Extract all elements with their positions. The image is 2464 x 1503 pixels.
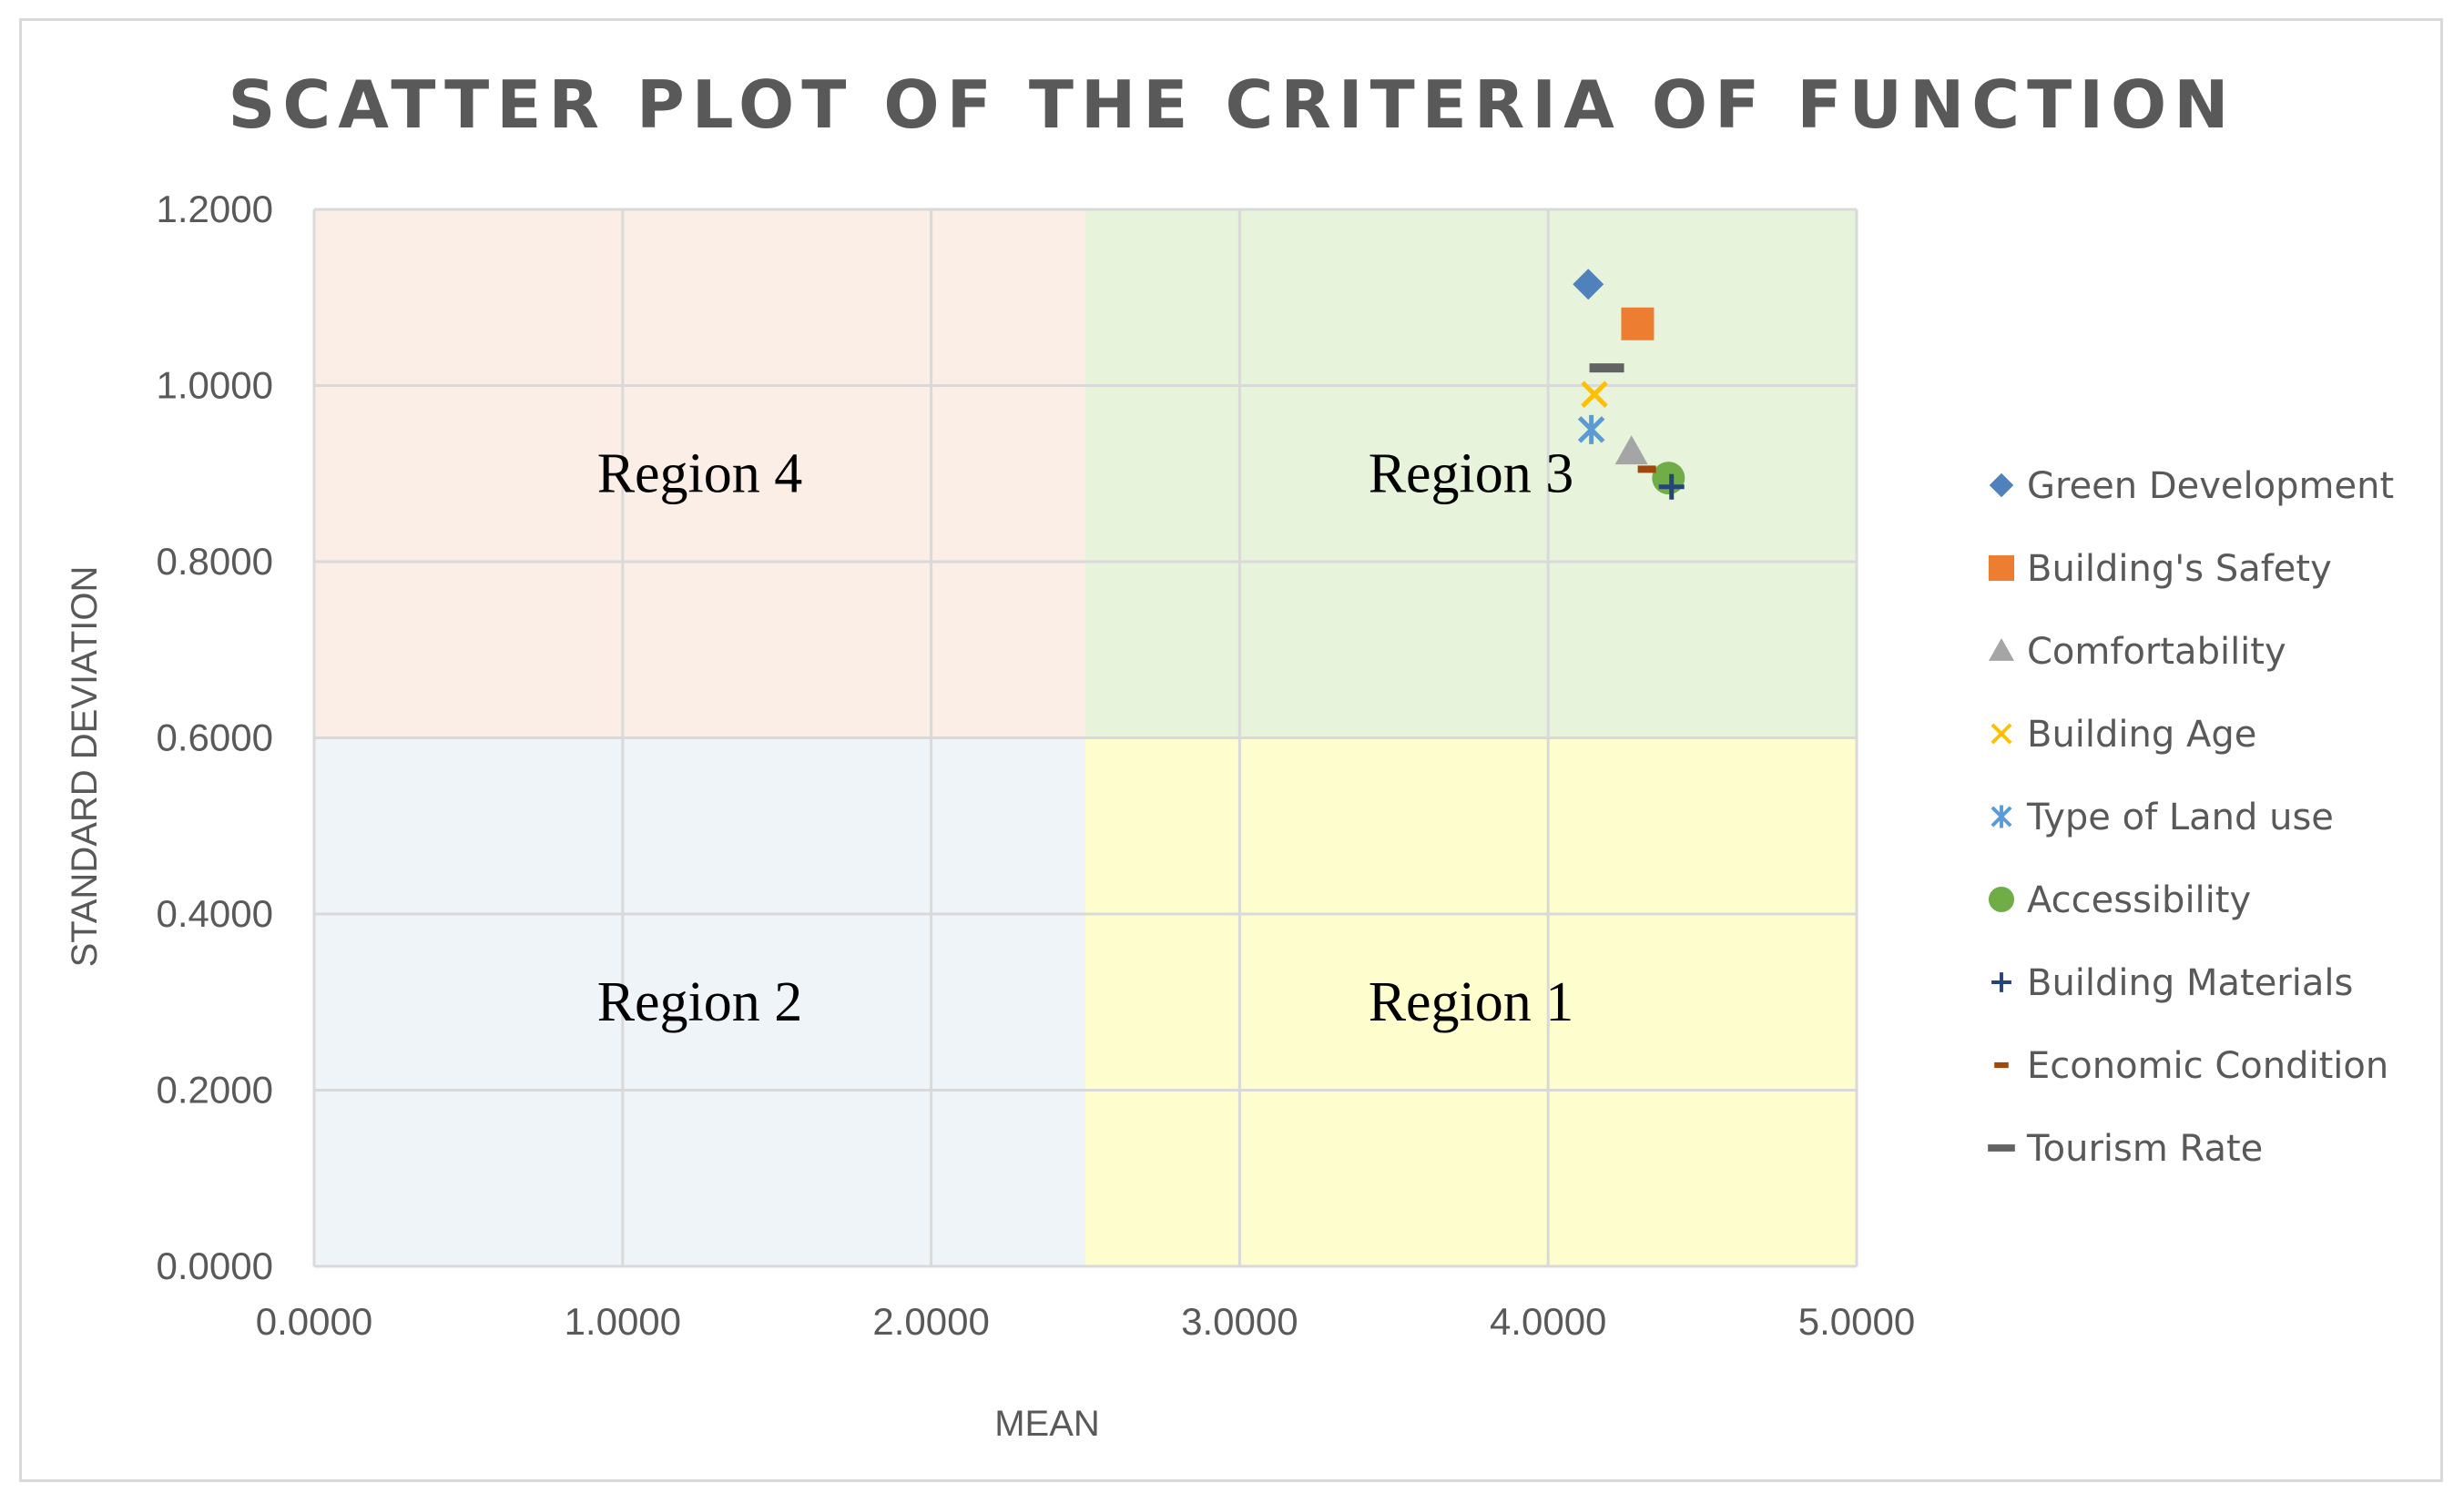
- legend-marker-icon: [1988, 554, 2015, 582]
- grid-layer: [312, 208, 1858, 1268]
- x-tick-label: 4.0000: [1490, 1300, 1606, 1343]
- legend-marker-icon: [1991, 972, 2011, 992]
- x-tick-label: 3.0000: [1181, 1300, 1298, 1343]
- points-layer: [1573, 269, 1685, 500]
- legend-entry-label: Building Age: [2027, 714, 2256, 756]
- region-label: Region 1: [1369, 971, 1574, 1033]
- legend-marker-icon: [1991, 805, 2012, 828]
- x-tick-label: 1.0000: [565, 1300, 681, 1343]
- legend-entry-label: Accessibility: [2027, 879, 2251, 921]
- regions-layer: [314, 209, 1857, 1266]
- chart-title: SCATTER PLOT OF THE CRITERIA OF FUNCTION: [229, 66, 2236, 143]
- region-labels-layer: Region 4 Region 3 Region 2 Region 1: [597, 442, 1574, 1033]
- data-point-accessibility: [1652, 462, 1685, 495]
- legend: Green Development Building's Safety Comfor…: [1988, 465, 2394, 1170]
- y-tick-label: 0.4000: [157, 892, 273, 935]
- legend-entry-label: Green Development: [2027, 465, 2394, 507]
- legend-marker-icon: [1994, 1061, 2009, 1069]
- region-label: Region 3: [1369, 442, 1574, 504]
- y-tick-label: 0.6000: [157, 716, 273, 759]
- region-label: Region 2: [597, 971, 803, 1033]
- legend-marker-icon: [1988, 1144, 2015, 1152]
- data-point-building-age: [1581, 381, 1608, 408]
- region-region-3-area: [1085, 209, 1857, 738]
- legend-entry-label: Comfortability: [2027, 631, 2286, 673]
- legend-entry-label: Tourism Rate: [2026, 1128, 2263, 1170]
- x-tick-label: 2.0000: [872, 1300, 989, 1343]
- region-region-1-area: [1085, 737, 1857, 1266]
- x-tick-label: 5.0000: [1798, 1300, 1915, 1343]
- data-point-building-materials: [1658, 473, 1685, 500]
- legend-marker-icon: [1988, 637, 2015, 661]
- data-point-tourism-rate: [1589, 363, 1624, 373]
- region-region-2-area: [314, 737, 1085, 1266]
- legend-marker-icon: [1989, 472, 2014, 498]
- legend-entry-label: Economic Condition: [2027, 1045, 2388, 1087]
- legend-entry-label: Building Materials: [2027, 962, 2353, 1004]
- x-axis-title: MEAN: [994, 1404, 1100, 1444]
- y-tick-label: 1.2000: [157, 188, 273, 230]
- legend-marker-icon: [1988, 886, 2015, 913]
- y-tick-label: 0.8000: [157, 540, 273, 583]
- data-point-type-of-land-use: [1577, 414, 1605, 444]
- data-point-green-development: [1573, 269, 1604, 300]
- y-tick-label: 0.0000: [157, 1244, 273, 1287]
- region-label: Region 4: [597, 442, 803, 504]
- legend-marker-icon: [1991, 723, 2012, 745]
- legend-entry-label: Type of Land use: [2026, 797, 2334, 838]
- y-axis-title: STANDARD DEVIATION: [65, 566, 105, 968]
- ticks-layer: 0.0000 1.0000 2.0000 3.0000 4.0000 5.0000 0.00…: [157, 188, 1916, 1343]
- x-tick-label: 0.0000: [256, 1300, 372, 1343]
- data-point-building-s-safety: [1621, 307, 1655, 340]
- y-tick-label: 0.2000: [157, 1069, 273, 1112]
- y-tick-label: 1.0000: [157, 364, 273, 407]
- legend-entry-label: Building's Safety: [2027, 548, 2332, 590]
- data-point-comfortability: [1614, 435, 1648, 465]
- data-point-economic-condition: [1637, 465, 1656, 473]
- region-region-4-area: [314, 209, 1085, 738]
